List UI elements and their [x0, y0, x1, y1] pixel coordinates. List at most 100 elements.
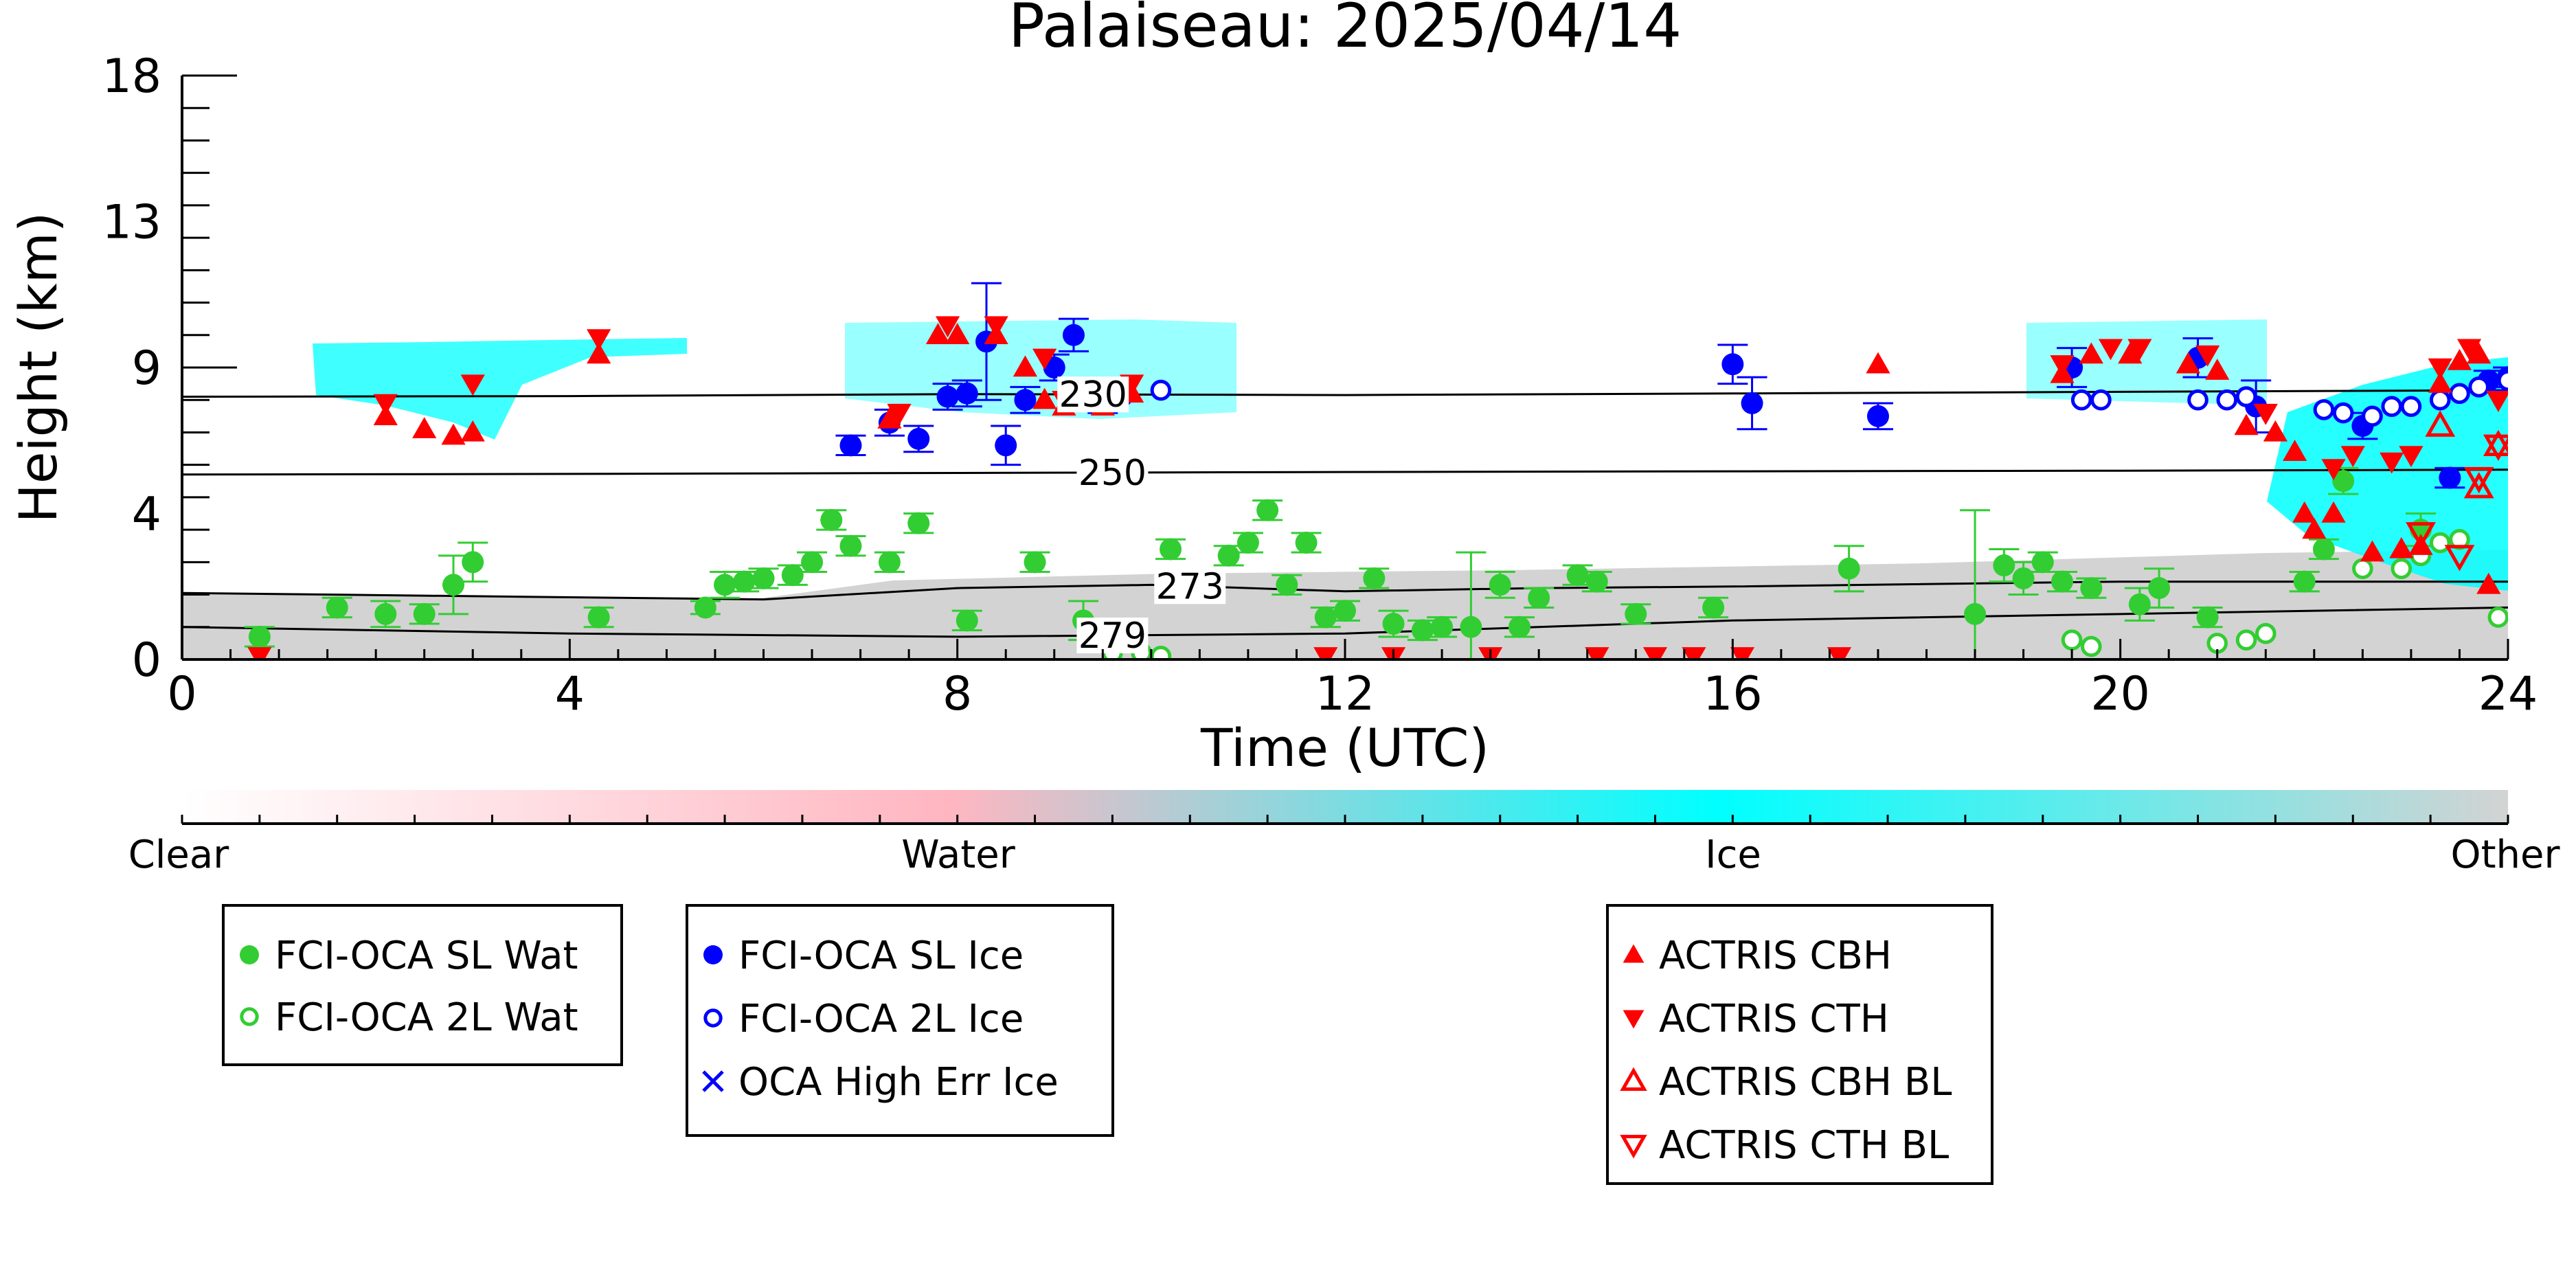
data-point [2312, 538, 2335, 561]
data-point [462, 551, 484, 574]
colorbar-label-clear: Clear [128, 833, 229, 877]
x-tick-label: 20 [2090, 667, 2150, 721]
data-point [2235, 629, 2257, 651]
data-point [1460, 615, 1482, 638]
data-point [2425, 410, 2456, 437]
legend-marker [703, 945, 723, 964]
data-point [1150, 645, 1172, 659]
colorbar-label-water: Water [901, 833, 1016, 877]
data-point [1866, 352, 1890, 374]
legend-entry: FCI-OCA 2L Wat [275, 995, 578, 1040]
data-point [2444, 545, 2475, 572]
data-point [1314, 606, 1337, 629]
data-point [887, 403, 912, 425]
legend-marker [703, 1008, 723, 1028]
data-point [2340, 446, 2365, 468]
y-tick-label: 4 [132, 488, 161, 542]
x-tick-label: 16 [1703, 667, 1763, 721]
legend-box-1: FCI-OCA SL Wat FCI-OCA 2L Wat [222, 904, 623, 1066]
contour-label: 250 [1078, 453, 1146, 494]
data-point [995, 434, 1017, 457]
data-point [1411, 619, 1434, 642]
data-point [1730, 647, 1755, 659]
legend-frame [1606, 904, 1993, 1185]
contour-label-bg [1076, 618, 1149, 654]
data-point [2352, 558, 2373, 580]
data-point [936, 385, 959, 408]
data-point [442, 574, 465, 596]
data-point [2456, 339, 2482, 361]
data-point [2098, 339, 2123, 361]
x-tick-label: 8 [942, 667, 972, 721]
contour-230 [182, 389, 2508, 398]
data-point [1838, 557, 1860, 580]
data-point [2263, 420, 2287, 442]
data-point [2439, 466, 2461, 489]
data-point [2406, 522, 2436, 549]
data-point [2216, 389, 2238, 411]
legend-entry: OCA High Err Ice [738, 1060, 1059, 1105]
data-point [373, 394, 398, 416]
data-point [2332, 402, 2354, 424]
colorbar-label-other: Other [2450, 833, 2560, 877]
data-point [1217, 544, 1240, 567]
data-point [1741, 392, 1763, 414]
legend-frame [686, 904, 1114, 1137]
data-point [2293, 570, 2316, 593]
legend-frame [222, 904, 623, 1066]
data-point [2449, 383, 2470, 405]
data-point [1625, 602, 1647, 625]
data-point [1642, 647, 1668, 659]
legend-entry: FCI-OCA SL Ice [738, 934, 1024, 978]
contour-label-bg [1057, 376, 1129, 413]
data-point [247, 647, 272, 659]
data-point [2196, 606, 2219, 629]
data-point [2205, 359, 2230, 380]
contour-250 [182, 468, 2508, 476]
data-point [935, 316, 960, 338]
data-point [1721, 353, 1744, 376]
data-point [1363, 567, 1386, 589]
data-point [2292, 501, 2317, 523]
data-point [694, 596, 716, 619]
data-point [1313, 647, 1338, 659]
x-tick-label: 24 [2478, 667, 2538, 721]
data-point [2128, 593, 2151, 615]
data-point [2148, 577, 2171, 600]
y-axis-label: Height (km) [8, 212, 69, 523]
data-point [839, 434, 862, 457]
data-point [2176, 352, 2201, 374]
x-tick-label: 12 [1315, 667, 1375, 721]
data-point [441, 423, 466, 445]
data-point [2381, 396, 2402, 417]
chart-title: Palaiseau: 2025/04/14 [1008, 0, 1682, 61]
data-point [925, 323, 951, 344]
data-point [2079, 342, 2103, 364]
data-point [1256, 499, 1279, 521]
series-1 [1102, 528, 2508, 659]
data-point [1150, 379, 1172, 401]
data-point [2497, 370, 2508, 392]
data-point [2255, 622, 2276, 644]
data-point [374, 602, 397, 625]
data-point [2118, 342, 2143, 364]
legend-entry: FCI-OCA SL Wat [275, 934, 578, 978]
legend-entry: ACTRIS CBH BL [1659, 1060, 1952, 1105]
data-point [587, 329, 611, 351]
data-point [2468, 376, 2489, 398]
data-point [1508, 615, 1530, 638]
data-point [2428, 358, 2452, 380]
colorbar: Clear Water Ice Other [128, 790, 2560, 877]
legend-entry: FCI-OCA 2L Ice [738, 997, 1024, 1041]
data-point [2321, 459, 2346, 480]
data-point [1024, 551, 1046, 574]
legend-box-3: ACTRIS CBH ACTRIS CTH ACTRIS CBH BL ACTRIS … [1606, 904, 1993, 1185]
data-point [733, 570, 756, 593]
data-point [2463, 466, 2494, 494]
data-point [1032, 348, 1057, 370]
data-point [1827, 647, 1852, 659]
data-point [1014, 389, 1037, 411]
colorbar-label-ice: Ice [1705, 833, 1761, 877]
data-point [248, 625, 271, 648]
